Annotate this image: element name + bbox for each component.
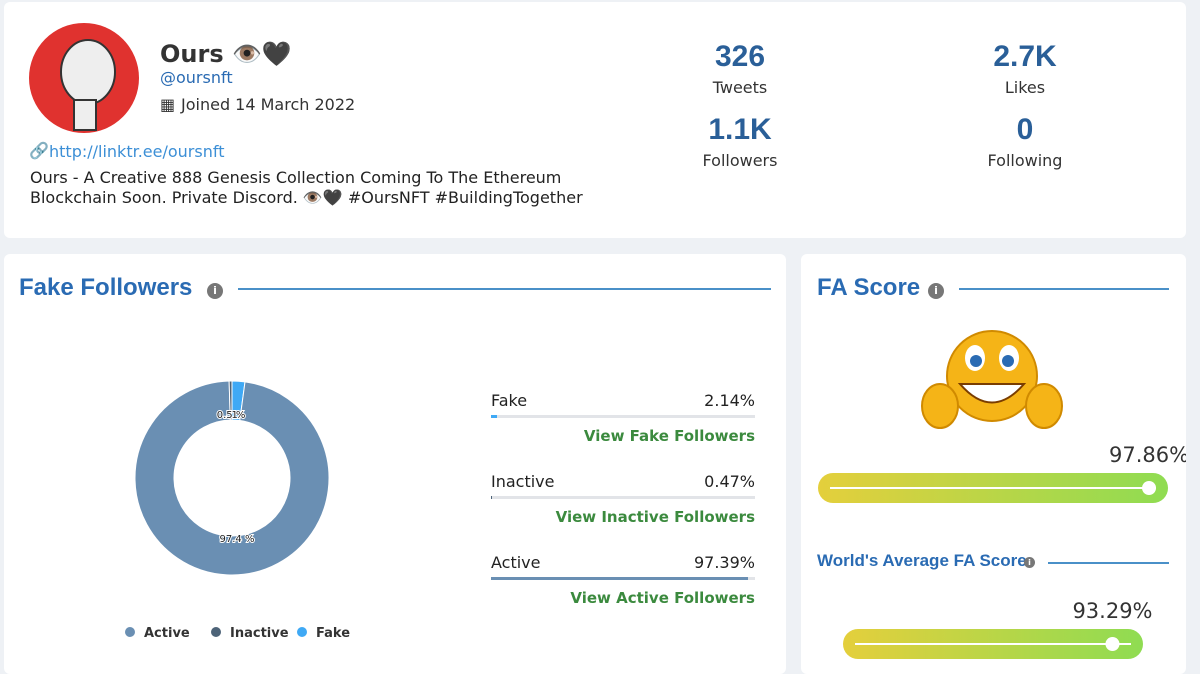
stat-value: 1.1K: [708, 113, 772, 146]
section-title: Fake Followers: [19, 274, 193, 301]
row-link[interactable]: View Fake Followers: [583, 427, 755, 445]
donut-slice: [134, 380, 330, 576]
row-label: Inactive: [491, 472, 555, 491]
bio-line: Blockchain Soon. Private Discord. 👁️🖤 #O…: [30, 188, 583, 207]
legend-label: Inactive: [230, 626, 289, 641]
row-link[interactable]: View Active Followers: [570, 589, 755, 607]
info-icon[interactable]: i: [928, 283, 944, 299]
section-title: FA Score: [817, 274, 921, 301]
row-label: Fake: [491, 391, 528, 410]
score-sliders: 97.86% 93.29%: [818, 443, 1186, 659]
fake-followers-card: [4, 254, 786, 674]
row-label: Active: [491, 553, 541, 572]
donut-chart: 2.1 %97.4 %0.5 %Active Inactive Fake: [125, 380, 350, 641]
stat-value: 326: [714, 40, 766, 73]
legend-marker: [125, 627, 135, 637]
bar-track: [491, 496, 755, 499]
bar-track: [491, 415, 755, 418]
bar: [491, 577, 749, 580]
stat-label: Followers: [702, 151, 778, 170]
row-value: 97.39%: [693, 553, 755, 572]
bar: [491, 496, 493, 499]
stat-value: 2.7K: [993, 40, 1057, 73]
profile-name: Ours 👁️🖤: [160, 40, 292, 68]
stat-label: Likes: [1004, 78, 1046, 97]
legend-label: Active: [144, 626, 190, 641]
slice-label: 97.4 %: [220, 534, 255, 545]
profile-joined: Joined 14 March 2022: [181, 95, 356, 114]
slice-label: 0.5 %: [217, 410, 246, 421]
profile-card: [4, 2, 1186, 238]
divider: [959, 288, 1169, 290]
stat-label: Tweets: [712, 78, 768, 97]
score-label: 93.29%: [1072, 599, 1152, 623]
profile-handle[interactable]: @oursnft: [160, 68, 233, 87]
legend-marker: [211, 627, 221, 637]
row-value: 2.14%: [704, 391, 755, 410]
avatar: [29, 23, 139, 133]
info-icon[interactable]: i: [1024, 557, 1035, 568]
score-knob: [1105, 637, 1120, 651]
smiley: [921, 330, 1063, 429]
divider: [238, 288, 771, 290]
divider: [1048, 562, 1169, 564]
legend-label: Fake: [316, 626, 350, 641]
score-label: 97.86%: [1109, 443, 1186, 467]
row-link[interactable]: View Inactive Followers: [555, 508, 755, 526]
subsection-title: World's Average FA Score: [817, 551, 1027, 570]
stat-label: Following: [987, 151, 1063, 170]
row-value: 0.47%: [704, 472, 755, 491]
fa-score-card: [801, 254, 1186, 674]
joined-icon: ▦: [160, 95, 176, 114]
profile-link[interactable]: http://linktr.ee/oursnft: [49, 142, 225, 161]
link-icon: 🔗: [29, 141, 49, 160]
bar: [491, 415, 497, 418]
score-knob: [1142, 481, 1157, 495]
bio-line: Ours - A Creative 888 Genesis Collection…: [30, 168, 562, 187]
stat-value: 0: [1016, 113, 1034, 146]
legend-marker: [297, 627, 307, 637]
donut-slice: [228, 380, 233, 421]
info-icon[interactable]: i: [207, 283, 223, 299]
